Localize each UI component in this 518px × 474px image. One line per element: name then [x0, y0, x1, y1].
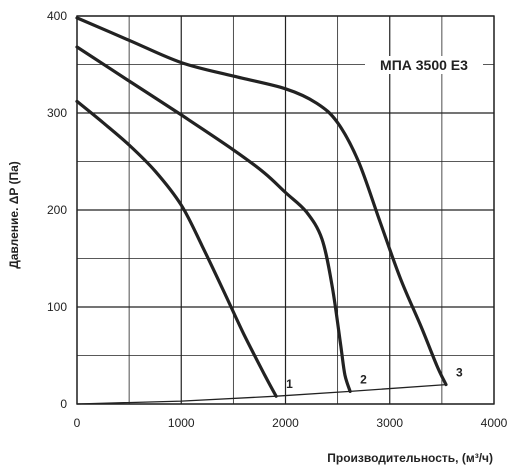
y-tick-label: 0: [60, 397, 67, 411]
y-tick-label: 200: [47, 203, 67, 217]
x-tick-label: 0: [74, 416, 81, 430]
tick-labels: 0 1000 2000 3000 4000 0 100 200 300 400: [47, 9, 508, 430]
curve-label-2: 2: [360, 372, 367, 386]
x-tick-label: 1000: [168, 416, 195, 430]
y-tick-label: 400: [47, 9, 67, 23]
y-tick-label: 100: [47, 300, 67, 314]
x-tick-label: 2000: [272, 416, 299, 430]
curve-labels: 1 2 3: [286, 366, 463, 392]
model-label-background: [365, 56, 483, 74]
x-tick-label: 3000: [376, 416, 403, 430]
performance-curve-3: [75, 16, 448, 387]
performance-curve-1: [75, 99, 278, 398]
grid: [76, 15, 495, 405]
curve-label-1: 1: [286, 377, 293, 391]
series-lines: [75, 16, 448, 405]
plot-frame: [76, 15, 495, 405]
model-label: МПА 3500 Е3: [380, 57, 468, 73]
y-axis-title: Давление. ΔP (Па): [7, 161, 21, 269]
curve-label-3: 3: [456, 366, 463, 380]
performance-curve-2: [75, 45, 352, 393]
x-tick-label: 4000: [481, 416, 508, 430]
system-characteristic-line: [76, 383, 447, 405]
x-axis-title: Производительность, (м³/ч): [327, 451, 493, 465]
y-tick-label: 300: [47, 106, 67, 120]
